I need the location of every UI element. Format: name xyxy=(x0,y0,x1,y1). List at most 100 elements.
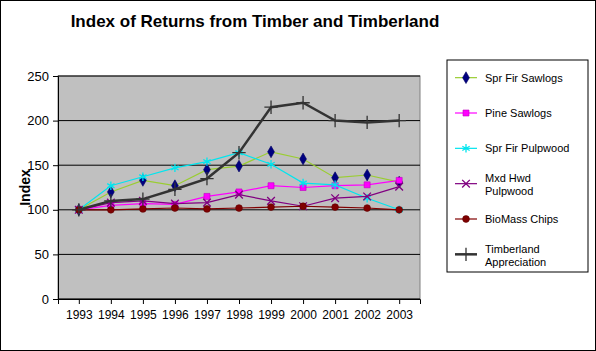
x-tick-mark xyxy=(143,299,144,304)
y-tick-mark xyxy=(53,76,58,77)
x-tick-mark xyxy=(175,299,176,304)
y-tick: 200 xyxy=(27,113,58,128)
series-point xyxy=(299,202,307,210)
x-tick: 2003 xyxy=(386,299,413,322)
x-tick: 1993 xyxy=(66,299,93,322)
y-tick-mark xyxy=(53,121,58,122)
series-point xyxy=(107,181,114,189)
x-axis-line xyxy=(59,300,421,305)
series-point xyxy=(72,203,85,216)
series-point xyxy=(364,182,370,188)
x-tick-mark xyxy=(239,299,240,304)
y-tick: 50 xyxy=(35,247,58,262)
series-point xyxy=(396,206,403,213)
series-point xyxy=(136,192,149,205)
chart-border xyxy=(1,1,596,351)
series-point xyxy=(331,194,339,202)
series-point xyxy=(168,183,181,196)
data xyxy=(72,96,406,216)
series-point xyxy=(328,114,341,127)
y-tick-mark xyxy=(53,299,58,300)
legend-swatch-marker xyxy=(462,180,470,188)
series-point xyxy=(296,96,309,109)
legend-label: Spr Fir Pulpwood xyxy=(485,142,569,154)
series-point xyxy=(268,183,274,189)
y-tick: 250 xyxy=(27,69,58,84)
x-tick-mark xyxy=(335,299,336,304)
series-point xyxy=(396,177,402,183)
x-tick-label: 2003 xyxy=(386,308,413,322)
x-tick-mark xyxy=(207,299,208,304)
series-point xyxy=(268,204,275,211)
y-axis-line xyxy=(53,77,59,300)
series-point xyxy=(200,172,213,185)
chart: Index of Returns from Timber and Timberl… xyxy=(0,0,596,351)
series-point xyxy=(332,204,339,211)
x-tick-label: 1993 xyxy=(66,308,93,322)
grid-line xyxy=(58,254,420,255)
grid xyxy=(58,76,420,299)
x-tick-label: 1998 xyxy=(226,308,253,322)
y-tick-label: 0 xyxy=(42,292,49,307)
title: Index of Returns from Timber and Timberl… xyxy=(71,12,440,31)
x-tick-mark xyxy=(271,299,272,304)
x-axis: 1993199419951996199719981999200020012002… xyxy=(59,299,421,322)
y-tick-mark xyxy=(53,210,58,211)
series-point xyxy=(331,181,338,189)
series-point xyxy=(236,160,243,172)
series-line xyxy=(79,103,399,210)
series-point xyxy=(264,101,277,114)
series-point xyxy=(393,114,406,127)
grid-line xyxy=(58,76,420,77)
series-point xyxy=(364,205,371,212)
series-point xyxy=(204,193,210,199)
series-point xyxy=(395,183,403,191)
y-tick-mark xyxy=(53,254,58,255)
series-point xyxy=(396,206,403,214)
series-point xyxy=(232,146,245,159)
x-tick: 1997 xyxy=(194,299,221,322)
series-point xyxy=(235,191,243,199)
x-tick: 1999 xyxy=(258,299,285,322)
x-tick-mark xyxy=(79,299,80,304)
x-tick-label: 1994 xyxy=(98,308,125,322)
series-point xyxy=(360,116,373,129)
legend-label: Pine Sawlogs xyxy=(485,107,552,119)
y-tick-label: 200 xyxy=(27,113,49,128)
x-tick: 2001 xyxy=(322,299,349,322)
x-tick-mark xyxy=(303,299,304,304)
x-tick: 2000 xyxy=(290,299,317,322)
x-tick-mark xyxy=(367,299,368,304)
series-point xyxy=(300,153,307,165)
series-point xyxy=(299,179,306,187)
x-tick-label: 2000 xyxy=(290,308,317,322)
x-tick-mark xyxy=(111,299,112,304)
y-tick: 0 xyxy=(42,292,58,307)
x-tick: 1994 xyxy=(98,299,125,322)
x-tick-label: 1996 xyxy=(162,308,189,322)
x-tick: 1996 xyxy=(162,299,189,322)
x-tick-mark xyxy=(399,299,400,304)
legend-label: Mxd HwdPulpwood xyxy=(485,172,533,197)
x-tick-label: 2001 xyxy=(322,308,349,322)
x-tick-label: 1995 xyxy=(130,308,157,322)
y-tick-mark xyxy=(53,165,58,166)
legend-swatch-marker xyxy=(463,72,470,84)
legend-box xyxy=(447,60,588,272)
series-point xyxy=(300,203,307,210)
legend-swatch-marker xyxy=(459,248,472,261)
legend-swatch-marker xyxy=(463,110,469,116)
y-tick-label: 250 xyxy=(27,69,49,84)
series-point xyxy=(104,194,117,207)
x-tick: 1995 xyxy=(130,299,157,322)
series-point xyxy=(139,173,146,181)
series-point xyxy=(268,146,275,158)
legend-swatch-marker xyxy=(463,216,470,223)
series-point xyxy=(203,157,210,165)
legend: Spr Fir Sawlogs Pine Sawlogs Spr Fir Pulpw… xyxy=(447,60,588,272)
grid-line xyxy=(58,120,420,121)
series-point xyxy=(140,206,147,213)
series-point xyxy=(364,169,371,181)
series-point xyxy=(204,206,211,213)
legend-label: Spr Fir Sawlogs xyxy=(485,72,563,84)
